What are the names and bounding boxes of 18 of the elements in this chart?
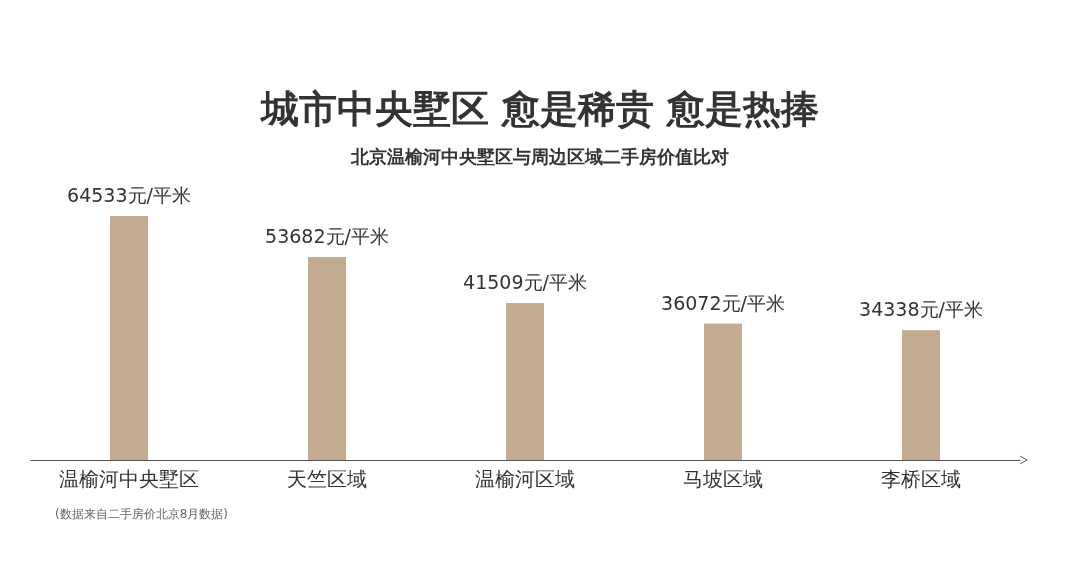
data-label: 36072元/平米 — [661, 291, 785, 314]
bar — [308, 257, 346, 460]
chart-title: 城市中央墅区 愈是稀贵 愈是热捧 — [258, 87, 820, 131]
chart-subtitle: 北京温榆河中央墅区与周边区域二手房价值比对 — [350, 146, 729, 167]
x-tick-label: 马坡区域 — [683, 467, 763, 492]
bar — [902, 330, 940, 460]
data-label: 53682元/平米 — [265, 225, 389, 248]
x-tick-label: 温榆河区域 — [475, 467, 575, 492]
x-tick-label: 天竺区域 — [287, 467, 367, 492]
text: (数据来自二手房价北京8月数据) — [55, 507, 228, 521]
bar — [506, 303, 544, 460]
data-label: 34338元/平米 — [859, 298, 983, 321]
x-tick-label: 温榆河中央墅区 — [59, 467, 199, 492]
bar — [704, 323, 742, 460]
bar — [110, 216, 148, 460]
data-label: 41509元/平米 — [463, 271, 587, 294]
x-tick-label: 李桥区域 — [881, 467, 961, 492]
data-label: 64533元/平米 — [67, 184, 191, 206]
